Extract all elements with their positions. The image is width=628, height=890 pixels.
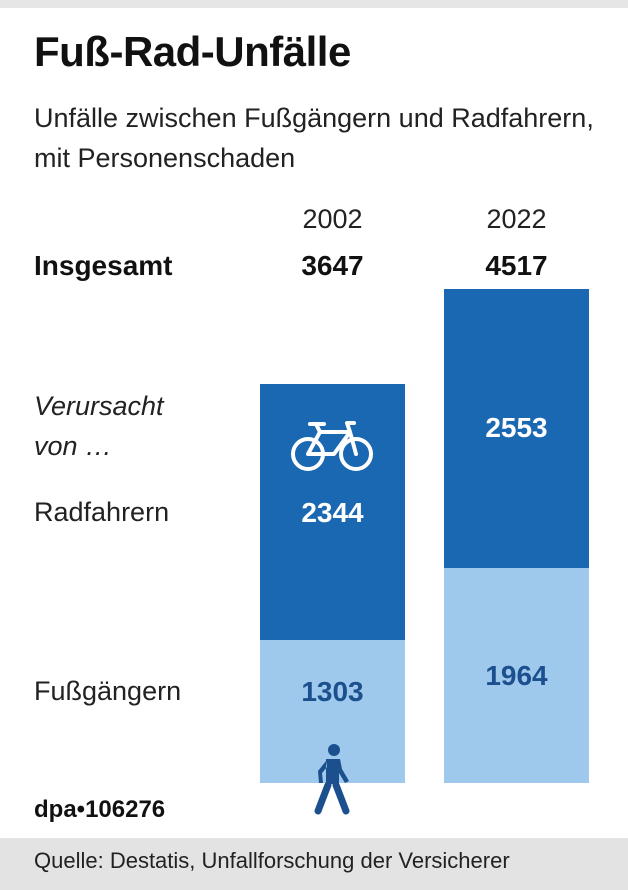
dpa-credit: dpa•106276	[34, 796, 166, 823]
value-cyclists: 2344	[301, 497, 364, 528]
top-strip	[0, 0, 628, 8]
value-pedestrians: 1303	[301, 676, 364, 707]
pedestrian-icon	[314, 744, 350, 815]
chart-title: Fuß-Rad-Unfälle	[34, 28, 351, 75]
value-pedestrians: 1964	[485, 660, 548, 691]
year-label: 2002	[302, 204, 363, 234]
total-label: Insgesamt	[34, 250, 173, 281]
bar-pedestrians	[444, 568, 589, 783]
total-value: 4517	[485, 250, 548, 281]
footer-bar	[0, 838, 628, 890]
bar-cyclists	[444, 289, 589, 569]
chart-subtitle: Unfälle zwischen Fußgängern und Radfahre…	[34, 103, 594, 173]
caused-by-label: Verursacht von …	[34, 391, 164, 461]
bar-cyclists	[260, 384, 405, 641]
cyclists-label: Radfahrern	[34, 497, 170, 527]
value-cyclists: 2553	[485, 412, 548, 443]
pedestrians-label: Fußgängern	[34, 676, 182, 706]
total-value: 3647	[301, 250, 364, 281]
source-note: Quelle: Destatis, Unfallforschung der Ve…	[34, 848, 510, 873]
year-label: 2022	[486, 204, 547, 234]
bicycle-icon	[291, 421, 373, 471]
